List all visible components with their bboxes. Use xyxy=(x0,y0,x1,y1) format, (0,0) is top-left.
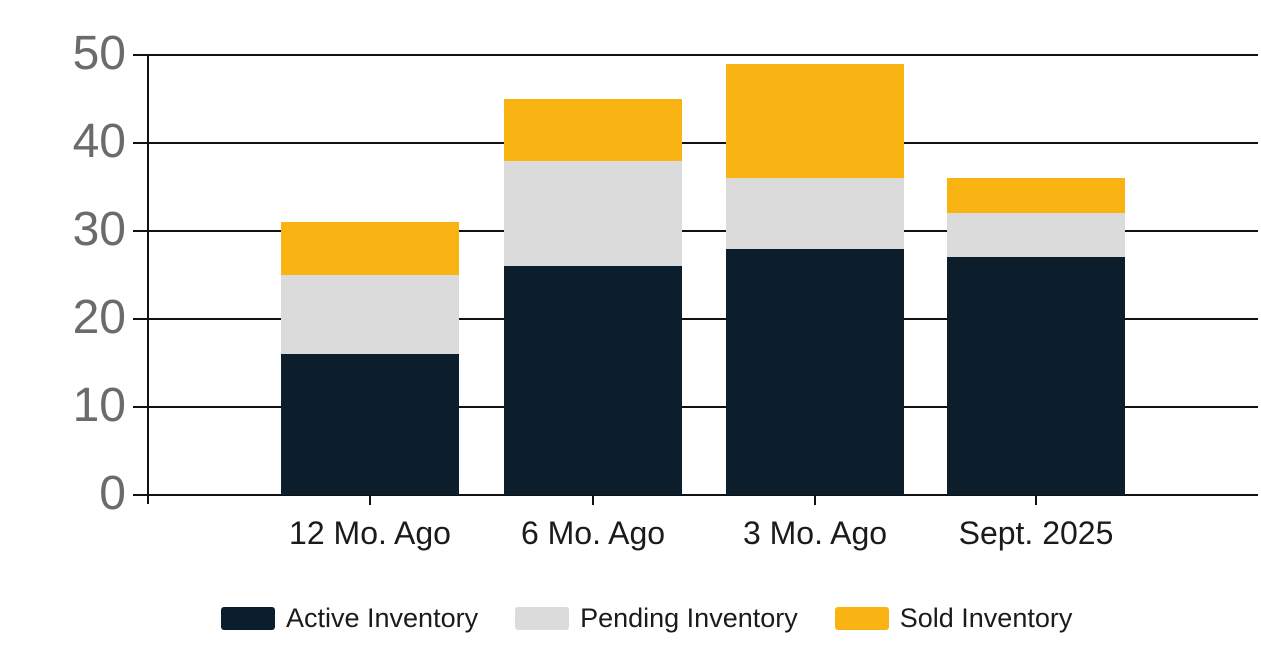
bar-segment-pending-inventory xyxy=(726,178,904,249)
legend: Active Inventory Pending Inventory Sold In… xyxy=(221,603,1072,634)
y-axis-tick-label: 10 xyxy=(72,379,126,433)
legend-item-sold-inventory: Sold Inventory xyxy=(834,603,1073,634)
x-axis-tick xyxy=(369,495,371,505)
bar-segment-pending-inventory xyxy=(281,275,459,355)
legend-swatch-icon xyxy=(221,607,275,630)
bar-segment-sold-inventory xyxy=(726,63,904,179)
bar-segment-pending-inventory xyxy=(947,213,1125,258)
y-axis-tick-label: 20 xyxy=(72,291,126,345)
x-axis-label: 12 Mo. Ago xyxy=(289,515,451,551)
y-axis-tick-label: 50 xyxy=(72,27,126,81)
gridline-0 xyxy=(133,494,1258,496)
bar-segment-pending-inventory xyxy=(504,160,682,267)
bar-6-mo-ago xyxy=(504,0,682,495)
bar-segment-active-inventory xyxy=(947,257,1125,495)
gridline-10 xyxy=(133,406,1258,408)
legend-item-active-inventory: Active Inventory xyxy=(221,603,478,634)
bar-segment-active-inventory xyxy=(726,248,904,495)
legend-swatch-icon xyxy=(515,607,570,630)
x-axis-tick xyxy=(592,495,594,505)
legend-label: Active Inventory xyxy=(286,603,479,633)
x-axis-label: Sept. 2025 xyxy=(958,515,1114,551)
x-axis-tick xyxy=(1035,495,1037,505)
gridline-50 xyxy=(133,54,1258,56)
legend-item-pending-inventory: Pending Inventory xyxy=(515,603,798,634)
legend-label: Pending Inventory xyxy=(580,603,798,633)
bar-segment-active-inventory xyxy=(281,354,459,495)
bar-segment-sold-inventory xyxy=(947,178,1125,214)
x-axis-label: 6 Mo. Ago xyxy=(520,515,666,551)
bar-segment-sold-inventory xyxy=(281,222,459,275)
y-axis-tick-label: 40 xyxy=(72,115,126,169)
gridline-30 xyxy=(133,230,1258,232)
legend-swatch-icon xyxy=(834,607,889,630)
y-axis-line xyxy=(147,55,149,504)
bar-sept-2025 xyxy=(947,0,1125,495)
gridline-20 xyxy=(133,318,1258,320)
y-axis-tick-label: 0 xyxy=(99,467,126,521)
legend-label: Sold Inventory xyxy=(899,603,1073,633)
bar-12-mo-ago xyxy=(281,0,459,495)
y-axis-tick-label: 30 xyxy=(72,203,126,257)
bar-segment-active-inventory xyxy=(504,266,682,495)
x-axis-label: 3 Mo. Ago xyxy=(742,515,888,551)
bar-segment-sold-inventory xyxy=(504,99,682,161)
gridline-40 xyxy=(133,142,1258,144)
x-axis-tick xyxy=(814,495,816,505)
bar-3-mo-ago xyxy=(726,0,904,495)
